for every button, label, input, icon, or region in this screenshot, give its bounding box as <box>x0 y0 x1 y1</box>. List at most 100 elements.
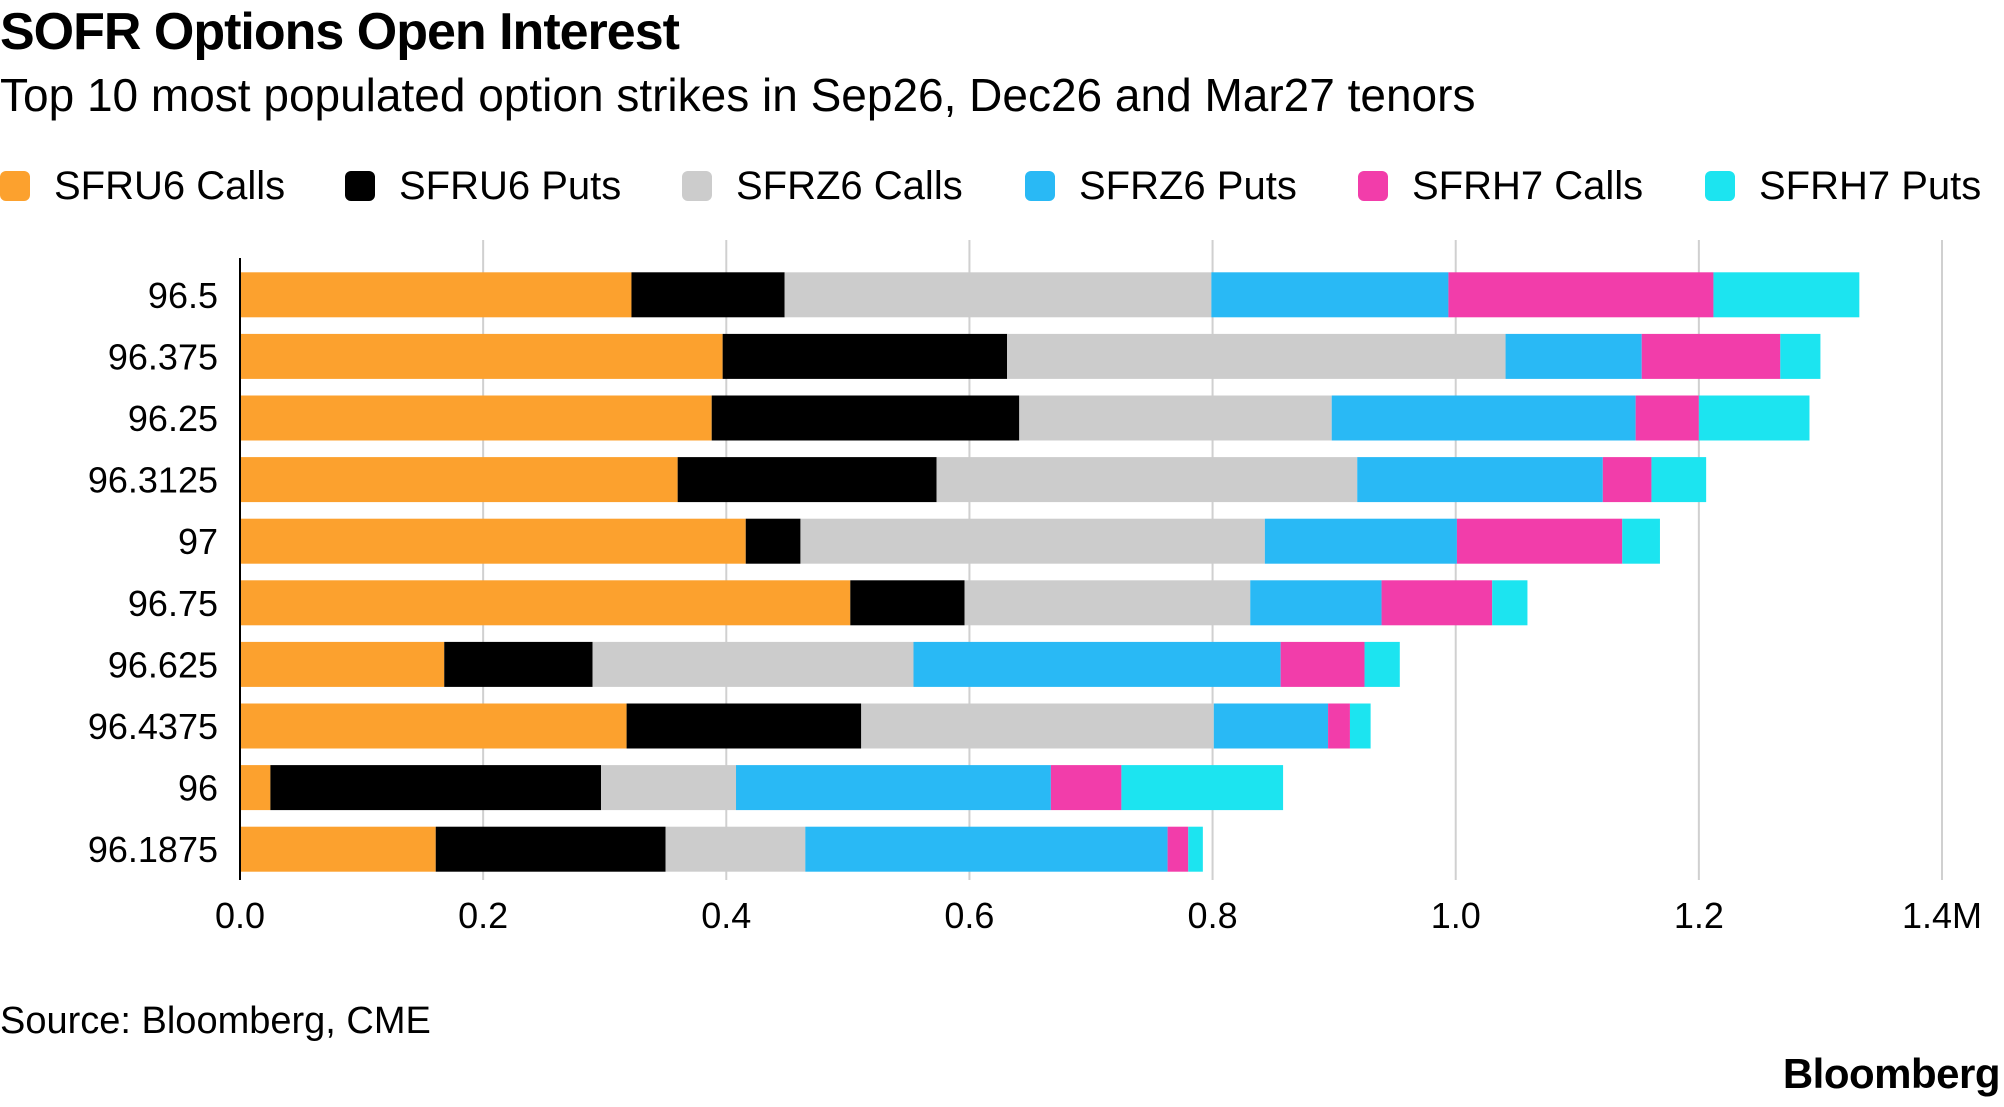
x-tick-label: 0.2 <box>458 895 508 936</box>
bar-segment <box>1364 641 1400 687</box>
bar-segment <box>722 333 1008 379</box>
bar-segment <box>626 703 862 749</box>
y-category-label: 96.4375 <box>88 706 218 747</box>
legend-swatch-sfru6-calls <box>0 171 30 201</box>
bar-segment <box>913 641 1281 687</box>
legend-swatch-sfrh7-puts <box>1705 171 1735 201</box>
bar-segment <box>677 457 937 503</box>
bar-segment <box>964 580 1251 626</box>
y-category-label: 96.375 <box>108 336 218 377</box>
bar-segment <box>1505 333 1642 379</box>
legend-item-sfrh7-calls: SFRH7 Calls <box>1358 160 1643 212</box>
bloomberg-logo: Bloomberg <box>1782 1050 2001 1097</box>
bar-segment <box>1328 703 1350 749</box>
legend-label-sfru6-puts: SFRU6 Puts <box>399 163 622 208</box>
y-category-label: 96.5 <box>148 275 218 316</box>
bar-segment <box>1622 518 1660 564</box>
bar-segment <box>240 272 632 318</box>
bar-segment <box>1331 395 1636 441</box>
bar-segment <box>240 395 712 441</box>
y-category-label: 96.625 <box>108 644 218 685</box>
x-tick-label: 0.8 <box>1188 895 1238 936</box>
bar-segment <box>240 703 627 749</box>
bar-segment <box>240 580 851 626</box>
bar-segment <box>1492 580 1528 626</box>
bar-segment <box>444 641 593 687</box>
bar-segment <box>1264 518 1457 564</box>
bar-segment <box>240 826 436 872</box>
stacked-bar-chart: 96.5 96.375 96.25 96.3125 97 96.75 96.625 96.43… <box>88 240 1982 936</box>
legend-label-sfru6-calls: SFRU6 Calls <box>54 163 286 208</box>
bar-segment <box>1211 272 1449 318</box>
legend-item-sfrz6-puts: SFRZ6 Puts <box>1025 160 1297 212</box>
bar-segment <box>1381 580 1493 626</box>
bar-segment <box>1250 580 1382 626</box>
y-category-label: 96.1875 <box>88 829 218 870</box>
legend-label-sfrz6-calls: SFRZ6 Calls <box>736 163 963 208</box>
y-category-label: 96.75 <box>128 583 218 624</box>
bar-segment <box>240 457 678 503</box>
bar-segment <box>1121 765 1284 811</box>
x-tick-label: 1.0 <box>1431 895 1481 936</box>
bar-segment <box>665 826 806 872</box>
bar-segment <box>631 272 785 318</box>
bar-segment <box>1713 272 1860 318</box>
bar-segment <box>240 333 723 379</box>
y-category-label: 96.25 <box>128 398 218 439</box>
bar-segment <box>240 518 746 564</box>
legend-item-sfrh7-puts: SFRH7 Puts <box>1705 160 1981 212</box>
x-tick-label: 0.6 <box>944 895 994 936</box>
x-tick-label: 0.0 <box>215 895 265 936</box>
bar-segment <box>1349 703 1371 749</box>
legend-label-sfrz6-puts: SFRZ6 Puts <box>1079 163 1297 208</box>
legend-swatch-sfrz6-calls <box>682 171 712 201</box>
bar-segment <box>1780 333 1821 379</box>
legend-item-sfru6-puts: SFRU6 Puts <box>345 160 621 212</box>
bar-segment <box>240 641 445 687</box>
bar-segment <box>1357 457 1603 503</box>
bar-segment <box>1448 272 1714 318</box>
bar-segment <box>1019 395 1332 441</box>
legend-item-sfrz6-calls: SFRZ6 Calls <box>682 160 963 212</box>
bar-segment <box>800 518 1265 564</box>
bar-segment <box>745 518 801 564</box>
bar-segment <box>592 641 914 687</box>
bar-segment <box>1188 826 1203 872</box>
bar-segment <box>1635 395 1699 441</box>
bar-segment <box>805 826 1168 872</box>
bar-segment <box>1602 457 1652 503</box>
legend-item-sfru6-calls: SFRU6 Calls <box>0 160 285 212</box>
chart-subtitle: Top 10 most populated option strikes in … <box>0 69 1476 121</box>
bar-segment <box>435 826 666 872</box>
legend-label-sfrh7-calls: SFRH7 Calls <box>1412 163 1644 208</box>
bar-segment <box>1167 826 1189 872</box>
bar-segment <box>1007 333 1506 379</box>
bar-segment <box>1050 765 1122 811</box>
bar-segment <box>1641 333 1781 379</box>
bar-segment <box>1213 703 1329 749</box>
y-category-label: 96.3125 <box>88 460 218 501</box>
bar-segment <box>850 580 965 626</box>
y-axis-labels: 96.5 96.375 96.25 96.3125 97 96.75 96.625 96.43… <box>88 275 218 870</box>
bar-segment <box>784 272 1212 318</box>
bar-segment <box>1280 641 1365 687</box>
bar-segment <box>1698 395 1810 441</box>
y-category-label: 97 <box>178 521 218 562</box>
bar-segment <box>736 765 1051 811</box>
bar-segment <box>270 765 602 811</box>
legend-swatch-sfrz6-puts <box>1025 171 1055 201</box>
legend-swatch-sfru6-puts <box>345 171 375 201</box>
legend-label-sfrh7-puts: SFRH7 Puts <box>1759 163 1982 208</box>
bars <box>239 258 1860 880</box>
bar-segment <box>1456 518 1623 564</box>
y-category-label: 96 <box>178 768 218 809</box>
chart-title: SOFR Options Open Interest <box>0 3 680 61</box>
legend: SFRU6 Calls SFRU6 Puts SFRZ6 Calls SFRZ6… <box>0 160 2004 212</box>
source-note: Source: Bloomberg, CME <box>0 1000 431 1042</box>
bar-segment <box>936 457 1358 503</box>
legend-swatch-sfrh7-calls <box>1358 171 1388 201</box>
bar-segment <box>861 703 1214 749</box>
bar-segment <box>240 765 271 811</box>
x-tick-label: 0.4 <box>701 895 751 936</box>
bar-segment <box>711 395 1020 441</box>
